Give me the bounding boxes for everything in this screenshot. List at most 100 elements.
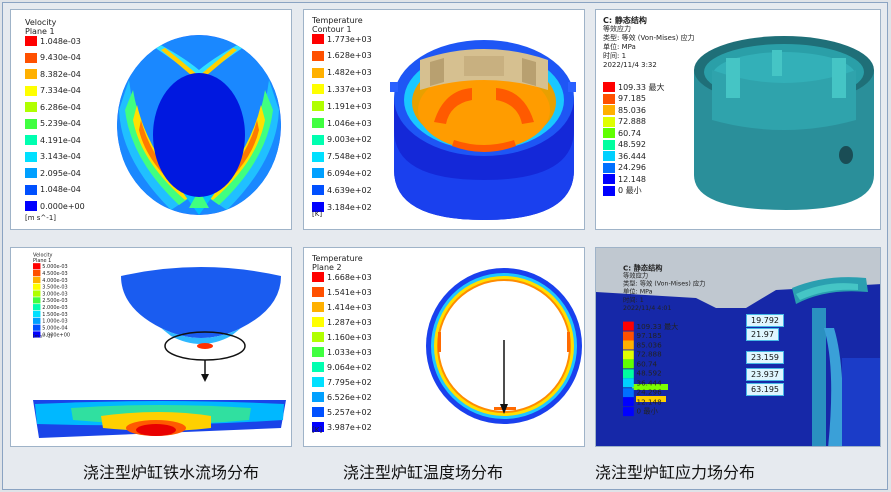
legend-label: 85.036 — [636, 340, 662, 350]
legend-swatch — [623, 406, 634, 416]
legend-entry: 3.500e-03 — [33, 283, 68, 290]
legend-swatch — [33, 324, 41, 331]
legend-entry: 1.668e+03 — [312, 272, 372, 282]
legend-swatch — [33, 290, 41, 297]
legend-unit: [K] — [312, 426, 323, 434]
legend-swatch — [312, 34, 324, 44]
legend-entry: 0 最小 — [603, 185, 642, 196]
legend-label: 1.337e+03 — [327, 84, 372, 94]
legend-swatch — [603, 139, 615, 150]
legend-label: 4.191e-04 — [40, 135, 81, 145]
legend-label: 24.296 — [618, 163, 646, 172]
legend-swatch — [33, 263, 41, 270]
legend-swatch — [25, 135, 37, 145]
legend-label: 1.046e+03 — [327, 118, 372, 128]
legend-entry: 5.000e-04 — [33, 324, 68, 331]
legend-label: 97.185 — [636, 331, 662, 340]
legend-swatch — [312, 134, 324, 145]
legend-swatch — [25, 118, 37, 129]
legend-swatch — [33, 269, 41, 277]
stress2-legend: C: 静态结构 等效应力 类型: 等效 (Von-Mises) 应力 单位: M… — [623, 264, 706, 416]
legend-label: 3.000e-03 — [42, 290, 68, 297]
legend-swatch — [33, 297, 41, 304]
legend-entry: 85.036 — [603, 105, 646, 115]
legend-entry: 1.414e+03 — [312, 302, 372, 312]
legend-swatch — [603, 105, 615, 115]
legend-entry: 4.639e+02 — [312, 185, 372, 196]
legend-entry: 1.500e-03 — [33, 310, 68, 318]
legend-label: 1.773e+03 — [327, 34, 372, 44]
velocity-detail-legend: Velocity Plane 1 5.000e-03 4.500e-03 4.000… — [33, 252, 89, 339]
legend-swatch — [603, 93, 615, 104]
legend-label: 0.000e+00 — [42, 331, 71, 338]
legend-swatch — [25, 52, 37, 63]
legend-entry: 1.191e+03 — [312, 101, 372, 112]
legend-swatch — [623, 340, 634, 350]
legend-swatch — [25, 85, 37, 96]
legend-swatch — [623, 349, 634, 359]
legend-label: 12.148 — [636, 397, 662, 406]
legend-entry: 12.148 — [603, 174, 646, 184]
legend-swatch — [25, 69, 37, 79]
legend-label: 2.095e-04 — [40, 168, 81, 178]
legend-unit: [K] — [312, 210, 323, 218]
legend-label: 1.500e-03 — [42, 311, 68, 317]
legend-swatch — [623, 331, 634, 341]
legend-label: 4.000e-03 — [42, 277, 68, 283]
legend-title: Temperature — [312, 254, 363, 263]
stress-callout-4: 23.937 — [746, 368, 784, 381]
legend-label: 0.000e+00 — [40, 201, 85, 211]
legend-swatch — [603, 162, 615, 173]
legend-label: 12.148 — [618, 174, 646, 184]
legend-entry: 60.74 — [623, 359, 658, 369]
legend-label: 6.286e-04 — [40, 102, 81, 112]
stress1-header-3: 单位: MPa — [603, 43, 636, 51]
panel-stress2: C: 静态结构 等效应力 类型: 等效 (Von-Mises) 应力 单位: M… — [595, 247, 881, 447]
legend-label: 72.888 — [618, 117, 646, 126]
legend-label: 109.33 最大 — [618, 82, 665, 92]
legend-swatch — [312, 377, 324, 387]
legend-label: 1.048e-03 — [40, 36, 81, 46]
legend-entry: 72.888 — [603, 116, 646, 127]
stress1-header-1: 等效应力 — [603, 25, 631, 33]
legend-swatch — [603, 116, 615, 127]
legend-entry: 0.000e+00 — [25, 201, 85, 211]
stress2-header-2: 类型: 等效 (Von-Mises) 应力 — [623, 280, 706, 288]
stress1-legend: C: 静态结构 等效应力 类型: 等效 (Von-Mises) 应力 单位: M… — [603, 16, 695, 196]
legend-label: 24.296 — [636, 388, 662, 397]
legend-swatch — [312, 317, 324, 327]
legend-entry: 1.337e+03 — [312, 84, 372, 95]
legend-label: 1.048e-04 — [40, 185, 81, 194]
legend-entry: 97.185 — [603, 93, 646, 104]
legend-swatch — [312, 407, 324, 417]
legend-swatch — [312, 392, 324, 402]
legend-label: 6.526e+02 — [327, 392, 372, 402]
legend-entry: 109.33 最大 — [603, 82, 665, 92]
legend-swatch — [33, 304, 41, 311]
panel-velocity-plane1: Velocity Plane 1 1.048e-03 9.430e-04 8.382… — [10, 9, 292, 230]
legend-label: 5.000e-03 — [42, 263, 68, 270]
legend-entry: 36.444 — [603, 151, 646, 161]
legend-label: 60.74 — [618, 128, 641, 138]
legend-entry: 1.048e-04 — [25, 184, 81, 195]
velocity-plane1-legend: Velocity Plane 1 1.048e-03 9.430e-04 8.382… — [25, 18, 115, 222]
stress2-header-3: 单位: MPa — [623, 288, 653, 296]
legend-entry: 9.003e+02 — [312, 134, 372, 145]
legend-entry: 3.000e-03 — [33, 290, 68, 297]
stress1-header-2: 类型: 等效 (Von-Mises) 应力 — [603, 34, 695, 42]
stress2-header-5: 2022/11/4 4:01 — [623, 304, 672, 312]
legend-entry: 12.148 — [623, 397, 662, 407]
legend-swatch — [623, 378, 634, 388]
legend-label: 36.444 — [636, 378, 662, 387]
legend-entry: 3.987e+02 — [312, 422, 372, 432]
legend-label: 5.239e-04 — [40, 119, 81, 128]
legend-entry: 3.184e+02 — [312, 202, 372, 212]
legend-label: 60.74 — [636, 359, 658, 368]
legend-entry: 6.526e+02 — [312, 392, 372, 402]
legend-swatch — [603, 82, 615, 92]
legend-label: 48.592 — [618, 140, 646, 149]
legend-label: 7.548e+02 — [327, 152, 372, 162]
legend-entry: 1.046e+03 — [312, 118, 372, 128]
legend-entry: 5.000e-03 — [33, 263, 68, 270]
